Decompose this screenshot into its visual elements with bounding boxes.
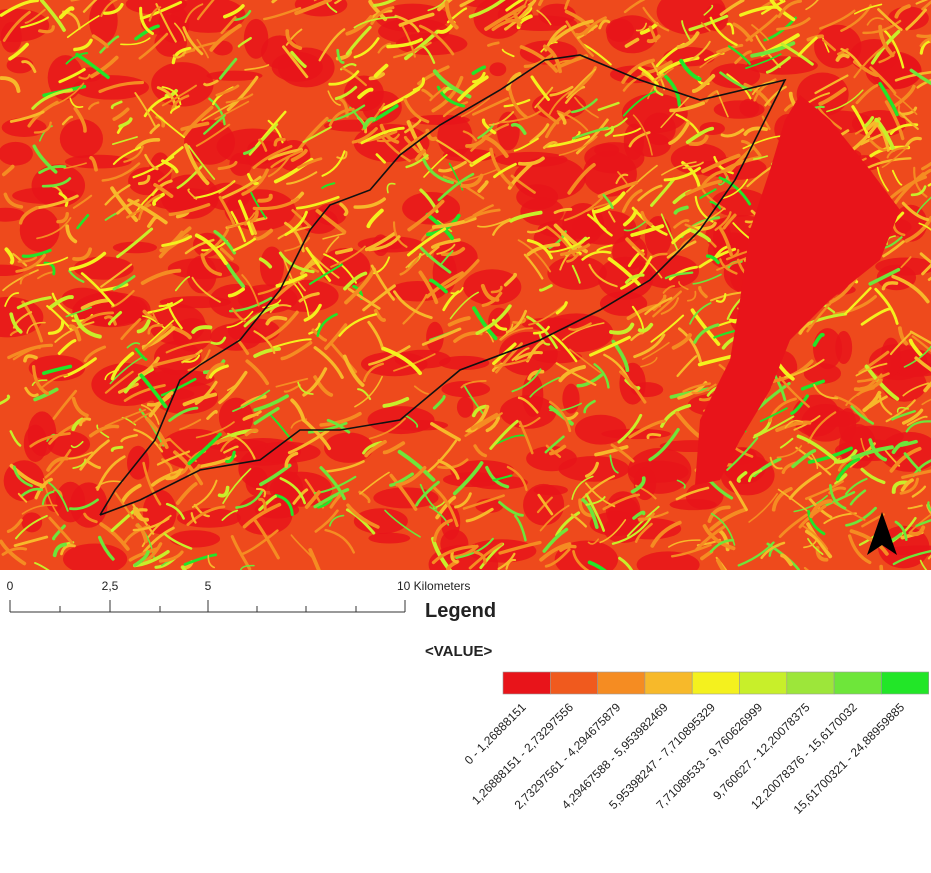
raster-patch [2,118,47,137]
raster-patch [638,254,698,288]
raster-patch [670,499,717,510]
raster-patch [637,551,700,578]
raster-patch [244,19,269,59]
raster-patch [881,338,901,377]
raster-patch [28,411,57,456]
raster-patch [187,256,217,294]
raster-streak [183,568,204,592]
raster-patch [368,533,410,544]
legend-swatch [881,672,928,694]
raster-patch [489,62,506,76]
raster-patch [210,323,262,351]
legend-field: <VALUE> [425,643,492,660]
legend-swatch [598,672,645,694]
raster-patch [60,119,103,158]
legend: 0 - 1,268881511,26888151 - 2,732975562,7… [462,672,929,817]
scale-bar [10,600,405,612]
raster-patch [63,543,127,574]
raster-patch [324,432,373,462]
raster-patch [12,187,79,203]
scale-label: 2,5 [102,579,119,593]
legend-swatch [834,672,881,694]
raster-streak [805,568,834,589]
raster-patch [55,482,85,523]
raster-patch [457,397,474,418]
legend-swatch [692,672,739,694]
legend-swatch [550,672,597,694]
legend-swatch [740,672,787,694]
legend-label: 9,760627 - 12,20078375 [710,700,813,803]
scale-label: 0 [7,579,14,593]
scale-label: 5 [205,579,212,593]
raster-patch [170,530,220,547]
raster-patch [278,48,335,88]
legend-title: Legend [425,600,496,622]
scale-labels: 0 2,5 5 10 Kilometers [7,579,471,593]
raster-patch [575,415,626,445]
scale-label: 10 Kilometers [397,579,470,593]
raster-patch [500,395,556,429]
legend-swatch [503,672,550,694]
legend-swatch [645,672,692,694]
raster-patch [539,313,613,352]
legend-swatch [787,672,834,694]
raster-patch [739,99,759,117]
map-page: Legend <VALUE> 0 - 1,268881511,26888151 … [0,0,931,873]
